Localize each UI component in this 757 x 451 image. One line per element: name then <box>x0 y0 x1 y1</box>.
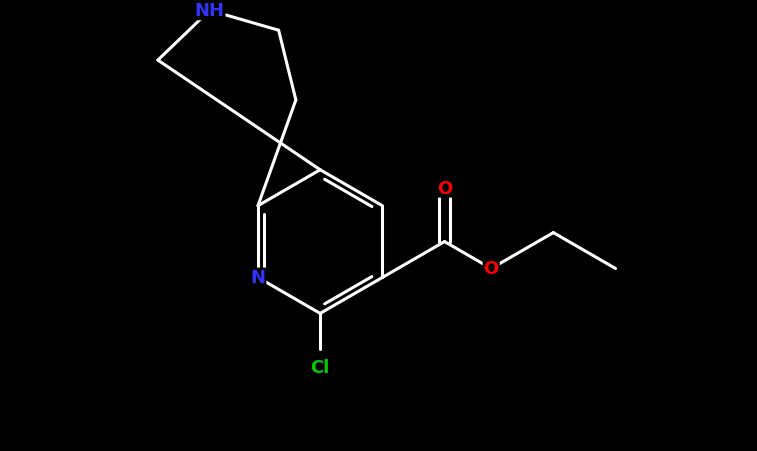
Text: O: O <box>437 179 452 197</box>
Text: O: O <box>484 260 499 278</box>
Text: Cl: Cl <box>310 359 330 377</box>
Text: NH: NH <box>195 2 225 20</box>
Text: N: N <box>251 269 266 287</box>
